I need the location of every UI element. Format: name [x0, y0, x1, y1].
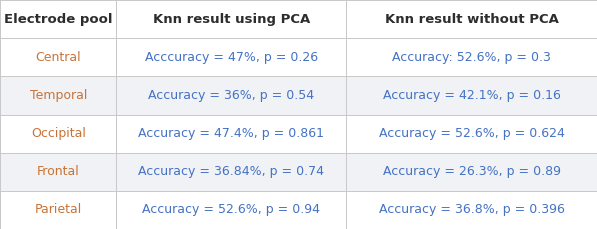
Text: Electrode pool: Electrode pool: [4, 13, 112, 26]
Text: Acccuracy = 47%, p = 0.26: Acccuracy = 47%, p = 0.26: [145, 51, 318, 64]
Text: Knn result using PCA: Knn result using PCA: [153, 13, 310, 26]
Bar: [0, 76, 597, 114]
Text: Accuracy = 26.3%, p = 0.89: Accuracy = 26.3%, p = 0.89: [383, 165, 561, 178]
Bar: [0, 0, 597, 38]
Bar: [0, 38, 597, 76]
Text: Accuracy = 52.6%, p = 0.624: Accuracy = 52.6%, p = 0.624: [378, 127, 565, 140]
Bar: [0, 153, 597, 191]
Text: Accuracy = 52.6%, p = 0.94: Accuracy = 52.6%, p = 0.94: [142, 203, 321, 216]
Text: Parietal: Parietal: [35, 203, 82, 216]
Text: Accuracy = 36.84%, p = 0.74: Accuracy = 36.84%, p = 0.74: [139, 165, 324, 178]
Text: Accuracy = 36%, p = 0.54: Accuracy = 36%, p = 0.54: [148, 89, 315, 102]
Text: Central: Central: [35, 51, 81, 64]
Text: Accuracy = 36.8%, p = 0.396: Accuracy = 36.8%, p = 0.396: [378, 203, 565, 216]
Text: Accuracy: 52.6%, p = 0.3: Accuracy: 52.6%, p = 0.3: [392, 51, 551, 64]
Text: Frontal: Frontal: [37, 165, 79, 178]
Text: Occipital: Occipital: [31, 127, 85, 140]
Bar: [0, 114, 597, 153]
Text: Temporal: Temporal: [29, 89, 87, 102]
Text: Knn result without PCA: Knn result without PCA: [384, 13, 559, 26]
Text: Accuracy = 42.1%, p = 0.16: Accuracy = 42.1%, p = 0.16: [383, 89, 561, 102]
Text: Accuracy = 47.4%, p = 0.861: Accuracy = 47.4%, p = 0.861: [139, 127, 324, 140]
Bar: [0, 191, 597, 229]
